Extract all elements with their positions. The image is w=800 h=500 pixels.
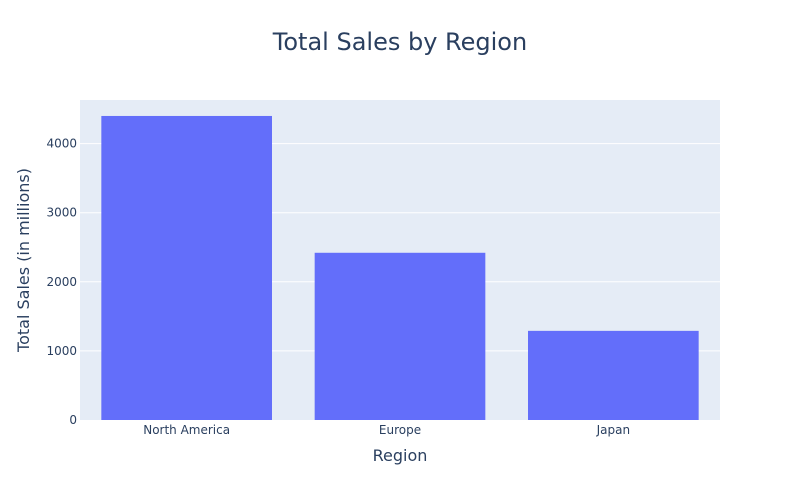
y-tick-label: 3000: [46, 206, 77, 220]
x-tick-label: North America: [143, 423, 230, 437]
bar-north-america[interactable]: [101, 115, 272, 420]
bar-japan[interactable]: [528, 330, 699, 420]
y-axis-ticks: 0 1000 2000 3000 4000: [46, 137, 77, 427]
bar-europe[interactable]: [314, 252, 486, 420]
x-tick-label: Europe: [379, 423, 421, 437]
y-tick-label: 2000: [46, 275, 77, 289]
y-axis-title: Total Sales (in millions): [14, 168, 33, 353]
y-tick-label: 4000: [46, 137, 77, 151]
y-tick-label: 1000: [46, 344, 77, 358]
y-tick-label: 0: [69, 413, 77, 427]
x-axis-title: Region: [373, 446, 428, 465]
bars: [101, 115, 699, 420]
x-tick-label: Japan: [596, 423, 630, 437]
x-axis-ticks: North America Europe Japan: [143, 423, 630, 437]
chart-title: Total Sales by Region: [272, 28, 527, 56]
